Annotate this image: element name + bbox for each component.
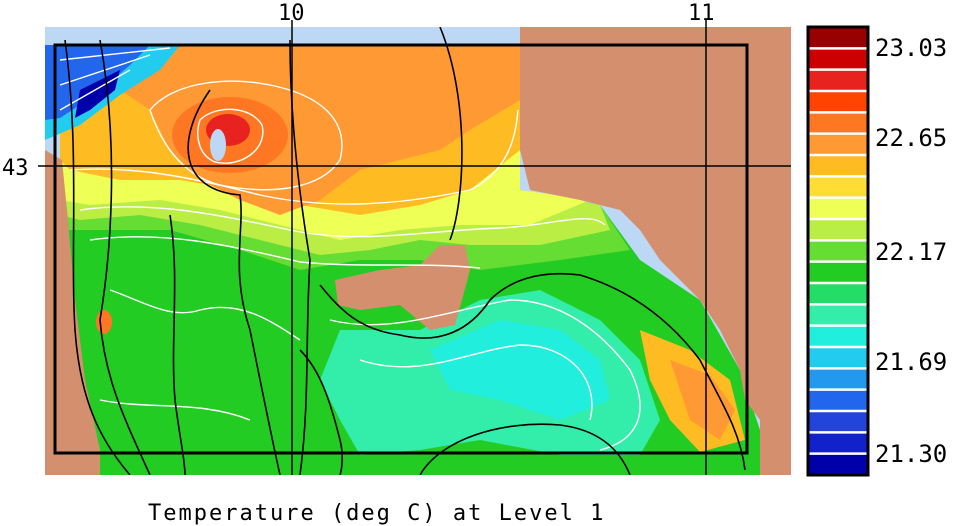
colorbar-swatch [808,432,868,455]
colorbar-swatch [808,176,868,199]
field-eddy-core [210,129,226,161]
colorbar-label-2: 22.17 [875,238,947,266]
colorbar-swatch [808,368,868,391]
colorbar-swatch [808,240,868,263]
colorbar-swatch [808,69,868,92]
colorbar-label-0: 23.03 [875,34,947,62]
colorbar-swatch [808,389,868,412]
field-west-warm [96,310,112,334]
colorbar-swatch [808,261,868,284]
colorbar-label-3: 21.69 [875,348,947,376]
colorbar-swatch [808,325,868,348]
colorbar-swatch [808,283,868,305]
colorbar-swatch [808,411,868,433]
colorbar-swatch [808,219,868,241]
colorbar-swatch [808,155,868,177]
colorbar-swatch [808,453,868,476]
colorbar-label-1: 22.65 [875,124,947,152]
land-top [45,27,520,42]
colorbar-frame [806,25,870,477]
x-tick-label-10: 10 [278,1,305,26]
colorbar-swatch [808,48,868,71]
field-se-orange [670,360,735,440]
domain-boundary [53,43,749,455]
colorbar-swatch [808,27,868,49]
field-west-green [90,240,160,420]
colorbar-swatch [808,304,868,327]
colorbar-swatch [808,112,868,135]
chart-title: Temperature (deg C) at Level 1 [148,501,605,526]
colorbar-swatch [808,347,868,369]
field-orange [90,45,520,215]
map-area [45,27,791,475]
colorbar [808,27,868,476]
colorbar-swatch [808,133,868,156]
colorbar-label-4: 21.30 [875,440,947,468]
colorbar-swatch [808,91,868,113]
colorbar-swatch [808,197,868,220]
x-tick-label-11: 11 [688,1,715,26]
field-teal [430,320,610,420]
y-tick-label-43: 43 [2,156,29,181]
land-east [520,27,791,475]
